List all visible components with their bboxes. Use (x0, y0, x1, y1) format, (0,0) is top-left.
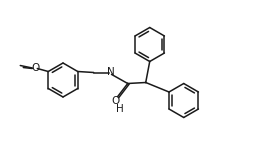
Text: O: O (112, 96, 120, 106)
Text: N: N (107, 67, 115, 77)
Text: H: H (116, 104, 124, 114)
Text: O: O (31, 62, 39, 72)
